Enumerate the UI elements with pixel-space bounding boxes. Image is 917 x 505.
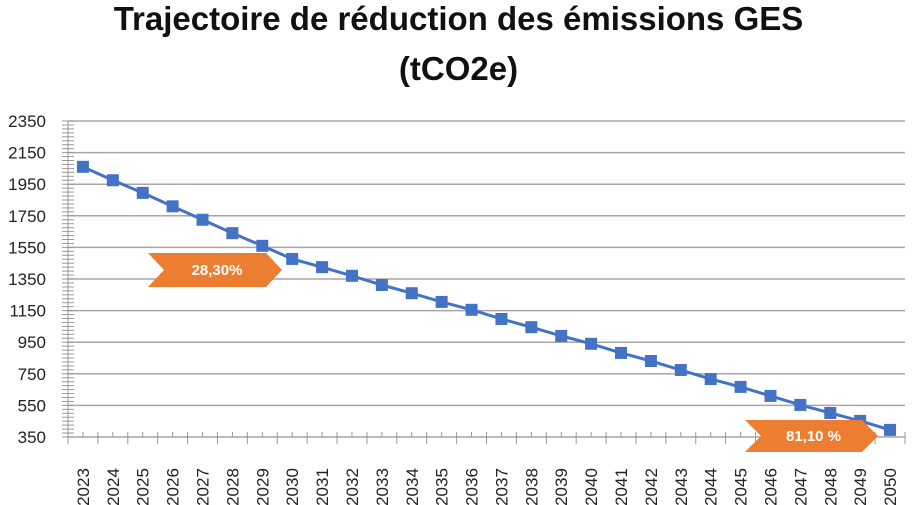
x-tick-label: 2050 bbox=[881, 468, 900, 505]
x-tick-label: 2049 bbox=[851, 468, 870, 505]
data-point-marker bbox=[704, 373, 717, 386]
x-tick-label: 2023 bbox=[74, 468, 93, 505]
y-tick-label: 2150 bbox=[8, 144, 46, 163]
annotation-chevron bbox=[745, 420, 878, 452]
data-point-marker bbox=[525, 321, 538, 334]
y-tick-label: 1750 bbox=[8, 207, 46, 226]
data-point-marker bbox=[106, 174, 119, 187]
annotation-chevron bbox=[148, 253, 282, 287]
x-tick-label: 2036 bbox=[463, 468, 482, 505]
data-point-marker bbox=[585, 337, 598, 350]
data-point-marker bbox=[435, 295, 448, 308]
x-tick-label: 2047 bbox=[791, 468, 810, 505]
x-tick-label: 2026 bbox=[164, 468, 183, 505]
data-point-marker bbox=[166, 200, 179, 213]
x-tick-label: 2038 bbox=[522, 468, 541, 505]
data-point-marker bbox=[76, 160, 89, 173]
x-tick-label: 2037 bbox=[492, 468, 511, 505]
x-tick-label: 2024 bbox=[104, 468, 123, 505]
data-point-marker bbox=[644, 355, 657, 368]
data-point-marker bbox=[734, 380, 747, 393]
x-tick-label: 2031 bbox=[313, 468, 332, 505]
data-point-marker bbox=[256, 239, 269, 252]
x-tick-label: 2030 bbox=[283, 468, 302, 505]
data-point-marker bbox=[674, 364, 687, 377]
x-tick-label: 2048 bbox=[821, 468, 840, 505]
y-tick-label: 1950 bbox=[8, 175, 46, 194]
y-tick-label: 950 bbox=[18, 333, 46, 352]
y-tick-label: 1350 bbox=[8, 270, 46, 289]
data-point-marker bbox=[405, 287, 418, 300]
y-tick-label: 2350 bbox=[8, 112, 46, 131]
data-point-marker bbox=[375, 279, 388, 292]
annotation-label: 28,30% bbox=[192, 262, 243, 279]
x-tick-label: 2043 bbox=[672, 468, 691, 505]
x-tick-label: 2045 bbox=[732, 468, 751, 505]
data-point-marker bbox=[316, 261, 329, 274]
data-point-marker bbox=[286, 252, 299, 265]
data-point-marker bbox=[615, 346, 628, 359]
data-point-marker bbox=[345, 269, 358, 282]
data-point-marker bbox=[555, 329, 568, 342]
y-tick-label: 350 bbox=[18, 428, 46, 447]
x-tick-label: 2029 bbox=[253, 468, 272, 505]
chart-title-line-1: Trajectoire de réduction des émissions G… bbox=[113, 0, 804, 37]
y-tick-label: 550 bbox=[18, 396, 46, 415]
data-point-marker bbox=[794, 398, 807, 411]
x-tick-label: 2039 bbox=[552, 468, 571, 505]
y-tick-label: 1550 bbox=[8, 238, 46, 257]
x-tick-label: 2040 bbox=[582, 468, 601, 505]
x-tick-label: 2034 bbox=[403, 468, 422, 505]
data-point-marker bbox=[465, 303, 478, 316]
annotation-label: 81,10 % bbox=[786, 428, 841, 445]
x-tick-label: 2041 bbox=[612, 468, 631, 505]
x-tick-label: 2028 bbox=[223, 468, 242, 505]
series-line bbox=[82, 165, 891, 432]
x-tick-label: 2027 bbox=[194, 468, 213, 505]
y-tick-label: 1150 bbox=[9, 302, 46, 321]
data-point-marker bbox=[824, 406, 837, 419]
data-point-marker bbox=[136, 186, 149, 199]
data-point-marker bbox=[495, 312, 508, 325]
x-tick-label: 2033 bbox=[373, 468, 392, 505]
data-point-marker bbox=[764, 389, 777, 402]
x-tick-label: 2042 bbox=[642, 468, 661, 505]
x-tick-label: 2044 bbox=[702, 468, 721, 505]
x-tick-label: 2035 bbox=[433, 468, 452, 505]
chart-title-line-2: (tCO2e) bbox=[398, 50, 519, 87]
data-point-marker bbox=[196, 213, 209, 226]
x-tick-label: 2032 bbox=[343, 468, 362, 505]
data-point-marker bbox=[884, 423, 897, 436]
y-tick-label: 750 bbox=[18, 365, 46, 384]
data-point-marker bbox=[226, 227, 239, 240]
x-tick-label: 2025 bbox=[134, 468, 153, 505]
x-tick-label: 2046 bbox=[761, 468, 780, 505]
